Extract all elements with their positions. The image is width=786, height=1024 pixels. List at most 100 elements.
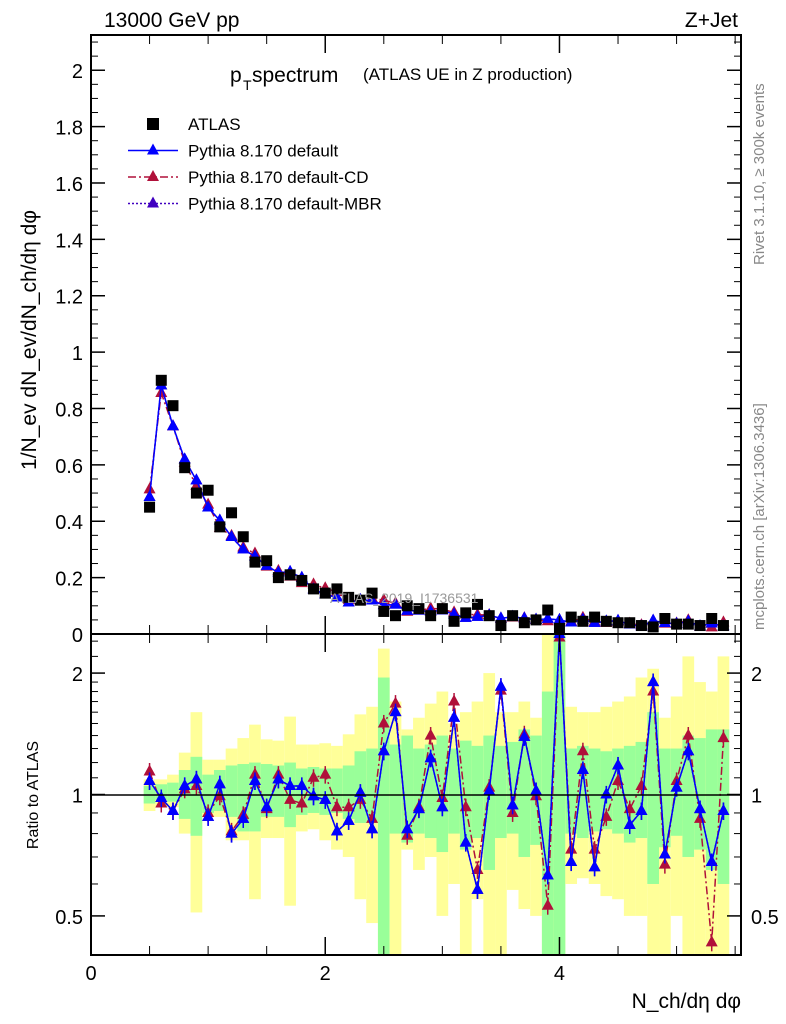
ratio-tick-label: 2 bbox=[72, 664, 83, 686]
ratio-point-default bbox=[518, 729, 531, 741]
atlas-point bbox=[542, 604, 554, 616]
ratio-point-cd bbox=[389, 696, 402, 708]
atlas-point bbox=[401, 600, 413, 612]
ratio-point-cd bbox=[436, 791, 449, 803]
atlas-point bbox=[366, 587, 378, 599]
atlas-point bbox=[507, 610, 519, 622]
atlas-point bbox=[226, 507, 238, 519]
ratio-tick-label: 0.5 bbox=[55, 907, 83, 929]
ratio-point-default bbox=[506, 798, 519, 810]
point-default bbox=[190, 473, 203, 485]
point-default bbox=[225, 530, 238, 542]
stat-uncertainty-band bbox=[495, 745, 507, 839]
ratio-point-default bbox=[635, 804, 648, 816]
atlas-point bbox=[296, 574, 308, 586]
atlas-point bbox=[635, 620, 647, 632]
chart-marks bbox=[143, 374, 730, 952]
atlas-point bbox=[272, 572, 284, 584]
stat-uncertainty-band bbox=[366, 748, 378, 823]
legend-marker-triangle bbox=[147, 196, 159, 208]
ratio-point-default bbox=[143, 774, 156, 786]
stat-uncertainty-band bbox=[389, 744, 402, 834]
atlas-point bbox=[425, 610, 437, 622]
stat-uncertainty-band bbox=[506, 741, 519, 834]
atlas-point bbox=[261, 555, 273, 567]
atlas-point bbox=[448, 615, 460, 627]
stat-uncertainty-band bbox=[623, 745, 636, 843]
stat-uncertainty-band bbox=[588, 748, 601, 832]
ratio-point-default bbox=[565, 855, 578, 867]
atlas-point bbox=[600, 615, 612, 627]
y-tick-label: 0.6 bbox=[55, 456, 83, 478]
ratio-point-default bbox=[155, 791, 168, 803]
ratio-tick-label-right: 1 bbox=[751, 786, 762, 808]
ratio-tick-label: 1 bbox=[72, 786, 83, 808]
stat-uncertainty-band bbox=[413, 748, 425, 834]
point-default bbox=[143, 490, 156, 502]
ratio-point-cd bbox=[682, 728, 695, 740]
stat-uncertainty-band bbox=[577, 745, 589, 839]
ratio-point-cd bbox=[377, 716, 390, 728]
ratio-point-default bbox=[377, 744, 390, 756]
stat-uncertainty-band bbox=[448, 748, 460, 834]
ratio-point-default bbox=[623, 818, 636, 830]
atlas-point bbox=[343, 591, 355, 603]
stat-uncertainty-band bbox=[377, 677, 390, 955]
ratio-point-default bbox=[717, 804, 730, 816]
y-tick-label: 1.6 bbox=[55, 174, 83, 196]
legend-marker-triangle bbox=[147, 170, 159, 181]
stat-uncertainty-band bbox=[237, 764, 250, 832]
ratio-point-default bbox=[330, 824, 343, 836]
ratio-point-default bbox=[541, 868, 554, 880]
ratio-point-default bbox=[576, 763, 589, 775]
stat-uncertainty-band bbox=[424, 744, 437, 839]
stat-uncertainty-band bbox=[647, 712, 660, 884]
atlas-point bbox=[612, 617, 624, 629]
x-tick-label: 0 bbox=[85, 963, 96, 985]
stat-uncertainty-band bbox=[518, 729, 531, 857]
atlas-point bbox=[518, 617, 530, 629]
stat-uncertainty-band bbox=[705, 729, 718, 870]
ratio-point-default bbox=[342, 813, 355, 825]
y-tick-label: 1.8 bbox=[55, 118, 83, 140]
point-default bbox=[237, 542, 250, 554]
point-default bbox=[541, 611, 554, 623]
ratio-y-axis-label: Ratio to ATLAS bbox=[25, 741, 42, 849]
ratio-point-default bbox=[612, 758, 625, 770]
watermark: ATLAS_2019_I1736531 bbox=[330, 590, 479, 606]
stat-uncertainty-band bbox=[694, 738, 706, 850]
ratio-point-cd bbox=[284, 792, 297, 804]
ratio-point-default bbox=[436, 800, 449, 812]
ratio-point-default bbox=[424, 751, 437, 763]
title-text: spectrum bbox=[252, 64, 338, 87]
atlas-point bbox=[483, 610, 495, 622]
point-default bbox=[166, 419, 179, 431]
ratio-point-cd bbox=[541, 898, 554, 910]
atlas-point bbox=[717, 620, 729, 632]
rivet-label: Rivet 3.1.10, ≥ 300k events bbox=[751, 83, 768, 265]
atlas-point bbox=[647, 621, 659, 633]
ratio-point-default bbox=[389, 705, 402, 717]
header-left: 13000 GeV pp bbox=[104, 9, 239, 32]
y-tick-label: 1.4 bbox=[55, 230, 83, 252]
x-tick-label: 2 bbox=[320, 963, 331, 985]
stat-uncertainty-band bbox=[659, 748, 671, 848]
stat-uncertainty-band bbox=[483, 735, 496, 870]
stat-uncertainty-band bbox=[331, 768, 343, 813]
ratio-point-default bbox=[694, 802, 707, 814]
ratio-point-default bbox=[670, 780, 683, 792]
stat-uncertainty-band bbox=[471, 745, 484, 839]
atlas-point bbox=[671, 618, 683, 630]
ratio-point-default bbox=[658, 847, 671, 859]
stat-uncertainty-band bbox=[202, 774, 214, 813]
atlas-point bbox=[214, 521, 226, 533]
atlas-point bbox=[530, 614, 542, 626]
ratio-line-cd bbox=[148, 637, 725, 943]
atlas-point bbox=[308, 583, 320, 595]
ratio-point-default bbox=[178, 778, 191, 790]
atlas-point bbox=[436, 603, 448, 615]
ratio-point-default bbox=[190, 772, 203, 784]
point-default bbox=[202, 500, 215, 512]
ratio-point-cd bbox=[295, 796, 308, 808]
